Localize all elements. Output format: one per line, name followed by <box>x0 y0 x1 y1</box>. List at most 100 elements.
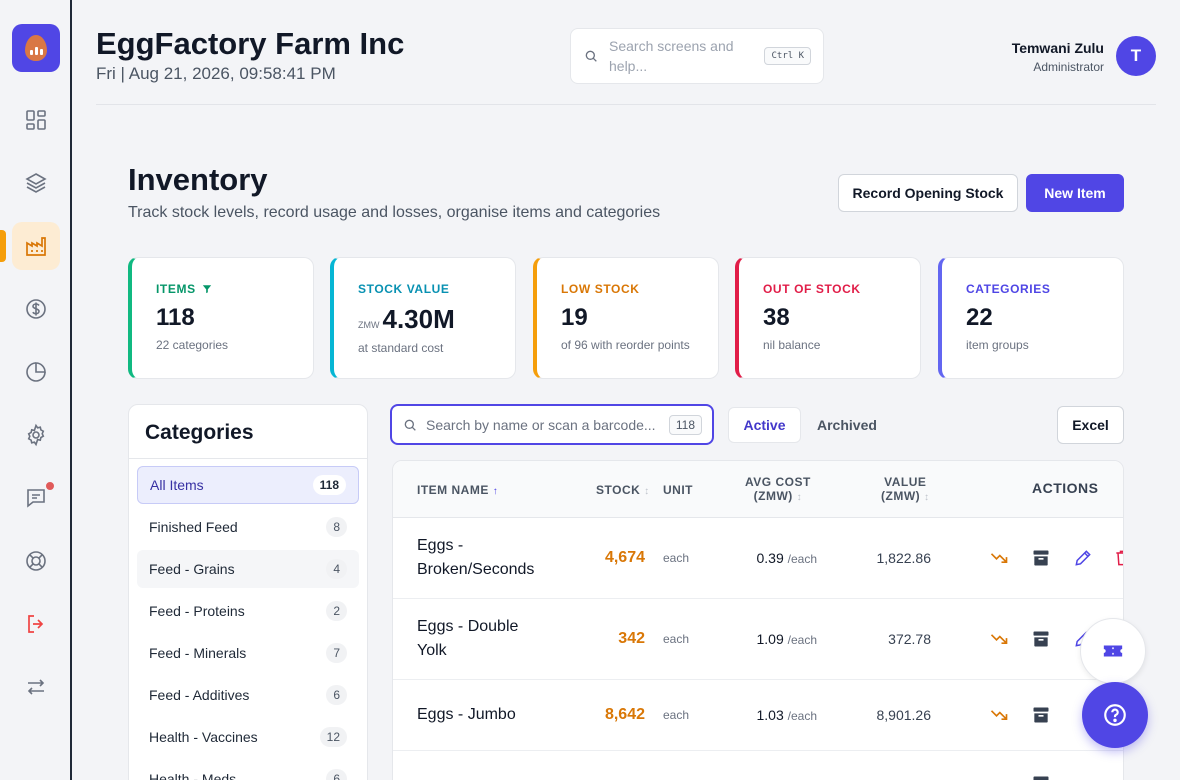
nav-support[interactable] <box>12 537 60 585</box>
stat-value: 4.30M <box>382 304 455 334</box>
user-name: Temwani Zulu <box>1011 40 1104 56</box>
page-subtitle: Track stock levels, record usage and los… <box>128 204 661 221</box>
gear-icon <box>27 423 45 447</box>
filter-icon[interactable] <box>202 284 212 294</box>
delete-button[interactable] <box>1112 547 1123 569</box>
stat-subtext: 22 categories <box>156 338 229 352</box>
scan-ticket-button[interactable] <box>1080 618 1146 684</box>
sort-asc-icon: ↑ <box>492 486 499 497</box>
column-header-avg-cost[interactable]: AVG COST (ZMW) ↕ <box>745 475 811 503</box>
shortcut-badge: Ctrl K <box>764 47 811 65</box>
category-finished-feed[interactable]: Finished Feed 8 <box>137 508 359 546</box>
item-search-placeholder: Search by name or scan a barcode... <box>426 416 656 433</box>
stat-card-items[interactable]: ITEMS 118 22 categories <box>128 257 314 379</box>
column-header-value[interactable]: VALUE (ZMW) ↕ <box>881 475 930 503</box>
item-name[interactable]: Eggs - Jumbo <box>417 706 516 723</box>
archive-button[interactable] <box>1030 547 1052 569</box>
category-label: Feed - Minerals <box>149 645 247 661</box>
stat-value: 38 <box>763 304 790 331</box>
nav-reports[interactable] <box>12 348 60 396</box>
avg-cost-value: 1.03 /each <box>756 707 818 723</box>
archive-button[interactable] <box>1030 773 1052 780</box>
dollar-icon <box>26 299 46 319</box>
layers-icon <box>25 173 47 193</box>
record-loss-button[interactable] <box>988 628 1010 650</box>
pencil-icon <box>1075 550 1091 566</box>
category-health-vaccines[interactable]: Health - Vaccines 12 <box>137 718 359 756</box>
nav-settings[interactable] <box>12 411 60 459</box>
notification-dot <box>44 480 56 492</box>
edit-button[interactable] <box>1072 547 1094 569</box>
stat-card-low-stock[interactable]: LOW STOCK 19 of 96 with reorder points <box>533 257 719 379</box>
global-search[interactable]: Search screens and help... Ctrl K <box>570 28 824 84</box>
nav-layers[interactable] <box>12 159 60 207</box>
category-count: 7 <box>326 643 347 663</box>
tab-archived[interactable]: Archived <box>817 417 877 433</box>
trash-icon <box>1116 550 1123 566</box>
category-feed-additives[interactable]: Feed - Additives 6 <box>137 676 359 714</box>
nav-finance[interactable] <box>12 285 60 333</box>
stat-subtext: of 96 with reorder points <box>561 338 690 352</box>
trending-down-icon <box>990 553 1008 563</box>
category-feed-grains[interactable]: Feed - Grains 4 <box>137 550 359 588</box>
new-item-button[interactable]: New Item <box>1026 174 1124 212</box>
archive-button[interactable] <box>1030 628 1052 650</box>
tab-active[interactable]: Active <box>728 407 801 443</box>
search-result-count: 118 <box>668 414 702 435</box>
dashboard-icon <box>26 110 46 130</box>
categories-title: Categories <box>129 405 367 459</box>
item-search-input[interactable]: Search by name or scan a barcode... 118 <box>390 404 714 445</box>
stat-value: 118 <box>156 304 195 331</box>
record-loss-button[interactable] <box>988 547 1010 569</box>
app-logo[interactable] <box>12 24 60 72</box>
category-count: 6 <box>326 685 347 705</box>
category-all-items[interactable]: All Items 118 <box>137 466 359 504</box>
unit-value: each <box>663 708 690 722</box>
stat-card-categories[interactable]: CATEGORIES 22 item groups <box>938 257 1124 379</box>
category-feed-minerals[interactable]: Feed - Minerals 7 <box>137 634 359 672</box>
column-header-stock[interactable]: STOCK ↕ <box>596 483 650 497</box>
nav-messages[interactable] <box>12 474 60 522</box>
item-name[interactable]: Eggs - Broken/Seconds <box>417 537 535 578</box>
factory-icon <box>26 237 46 256</box>
stat-subtext: nil balance <box>763 338 821 352</box>
avg-cost-value: 1.09 /each <box>756 631 818 647</box>
category-label: Health - Meds <box>149 771 237 780</box>
item-name[interactable]: Eggs - Double Yolk <box>417 618 519 659</box>
excel-export-button[interactable]: Excel <box>1057 406 1124 444</box>
table-row[interactable]: Eggs - Jumbo 8,642 each 1.03 /each 8,901… <box>393 680 1123 751</box>
stat-card-stock-value[interactable]: STOCK VALUE ZMW 4.30M at standard cost <box>330 257 516 379</box>
archive-icon <box>1033 550 1049 566</box>
sort-icon: ↕ <box>644 486 650 497</box>
help-button[interactable] <box>1082 682 1148 748</box>
category-count: 8 <box>326 517 347 537</box>
table-row[interactable]: Eggs - Broken/Seconds 4,674 each 0.39 /ea… <box>393 518 1123 599</box>
search-icon <box>404 419 416 431</box>
page-title: Inventory <box>128 162 268 197</box>
category-count: 4 <box>326 559 347 579</box>
nav-dashboard[interactable] <box>12 96 60 144</box>
archive-button[interactable] <box>1030 704 1052 726</box>
nav-logout[interactable] <box>12 600 60 648</box>
table-row[interactable] <box>393 751 1123 780</box>
stat-card-out-of-stock[interactable]: OUT OF STOCK 38 nil balance <box>735 257 921 379</box>
category-count: 2 <box>326 601 347 621</box>
record-loss-button[interactable] <box>988 704 1010 726</box>
search-icon <box>585 50 597 62</box>
total-value: 372.78 <box>888 631 931 647</box>
avatar[interactable]: T <box>1116 36 1156 76</box>
category-health-meds[interactable]: Health - Meds 6 <box>137 760 359 780</box>
category-feed-proteins[interactable]: Feed - Proteins 2 <box>137 592 359 630</box>
category-count: 12 <box>319 727 347 747</box>
active-indicator <box>0 230 6 262</box>
table-row[interactable]: Eggs - Double Yolk 342 each 1.09 /each 37… <box>393 599 1123 680</box>
column-header-item-name[interactable]: ITEM NAME ↑ <box>417 483 499 497</box>
nav-inventory[interactable] <box>12 222 60 270</box>
nav-switch[interactable] <box>12 663 60 711</box>
stock-value: 4,674 <box>604 549 645 566</box>
switch-icon <box>27 679 45 695</box>
record-opening-stock-button[interactable]: Record Opening Stock <box>838 174 1018 212</box>
logout-icon <box>28 615 44 633</box>
stock-value: 8,642 <box>604 706 645 723</box>
total-value: 1,822.86 <box>876 550 932 566</box>
